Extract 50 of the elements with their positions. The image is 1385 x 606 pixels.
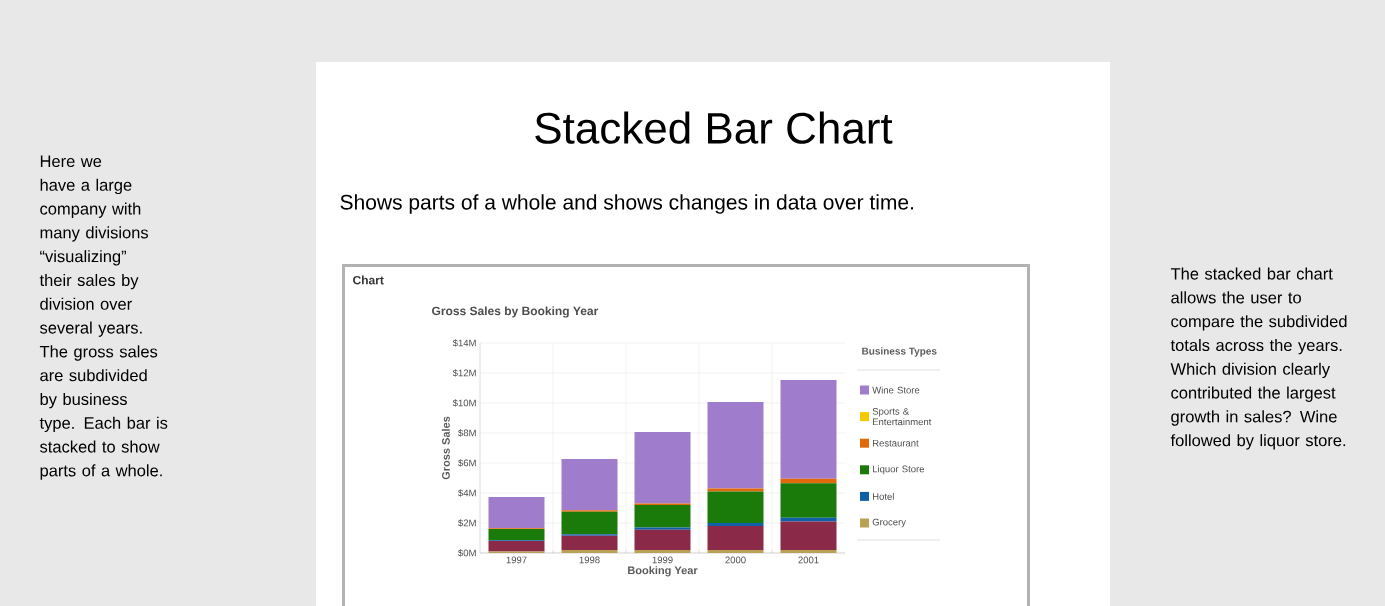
y-tick-label: $10M — [452, 399, 476, 407]
bar — [707, 523, 764, 526]
x-tick-label: 1997 — [506, 556, 527, 564]
bar — [488, 529, 545, 541]
bar — [634, 529, 691, 550]
bar — [561, 511, 618, 535]
y-tick-label: $2M — [458, 519, 476, 527]
bar — [488, 497, 545, 529]
bar — [707, 491, 764, 523]
y-tick-label: $6M — [458, 459, 476, 467]
bar — [561, 535, 618, 550]
y-axis-title: Gross Sales — [441, 416, 450, 480]
y-tick-label: $8M — [458, 429, 476, 437]
bar — [780, 380, 837, 479]
legend-label: Restaurant — [872, 439, 919, 447]
bar — [707, 401, 764, 489]
y-tick-label: $0M — [458, 549, 476, 557]
bar — [780, 550, 837, 553]
bar — [780, 521, 837, 550]
legend-label: Wine Store — [872, 386, 920, 394]
bar — [488, 541, 545, 552]
chart-title: Stacked Bar Chart — [535, 111, 893, 144]
y-tick-label: $14M — [452, 339, 476, 347]
legend-label: Grocery — [872, 518, 906, 528]
x-tick-label: 1998 — [579, 556, 600, 564]
legend-label: Hotel — [872, 492, 894, 500]
bar — [634, 550, 691, 553]
text: The stacked bar chart allows the user to compare the subdivided totals across the years. Which division clearly contributed the largest growth in sales? Wine followed by liquor store. — [1170, 267, 1347, 450]
text: Gross Sales by Booking Year — [432, 306, 599, 318]
legend-label: Sports & Entertainment — [872, 407, 932, 426]
bar — [561, 458, 618, 511]
bar — [707, 488, 764, 492]
bar — [707, 550, 764, 553]
bar — [780, 483, 837, 518]
legend-title: Business Types — [862, 347, 937, 357]
bar — [634, 505, 691, 528]
y-tick-label: $4M — [458, 489, 476, 497]
x-tick-label: 1999 — [652, 556, 673, 564]
x-tick-label: 2001 — [798, 556, 819, 564]
y-tick-label: $12M — [452, 369, 476, 377]
legend-label: Liquor Store — [872, 465, 925, 475]
bar — [634, 431, 691, 504]
text: Here we have a large company with many divisions “visualizing” their sales by division over several years. The gross sales are subdivided by business type. Each bar is stacked to show parts of a whole. — [39, 155, 168, 480]
bar — [707, 526, 764, 550]
text: Chart — [353, 275, 384, 285]
chart-subtitle: Shows parts of a whole and shows changes in data over time. — [340, 194, 914, 214]
bar — [561, 550, 618, 553]
x-axis-title: Booking Year — [628, 566, 698, 577]
x-tick-label: 2000 — [725, 556, 746, 564]
bar — [634, 527, 691, 530]
